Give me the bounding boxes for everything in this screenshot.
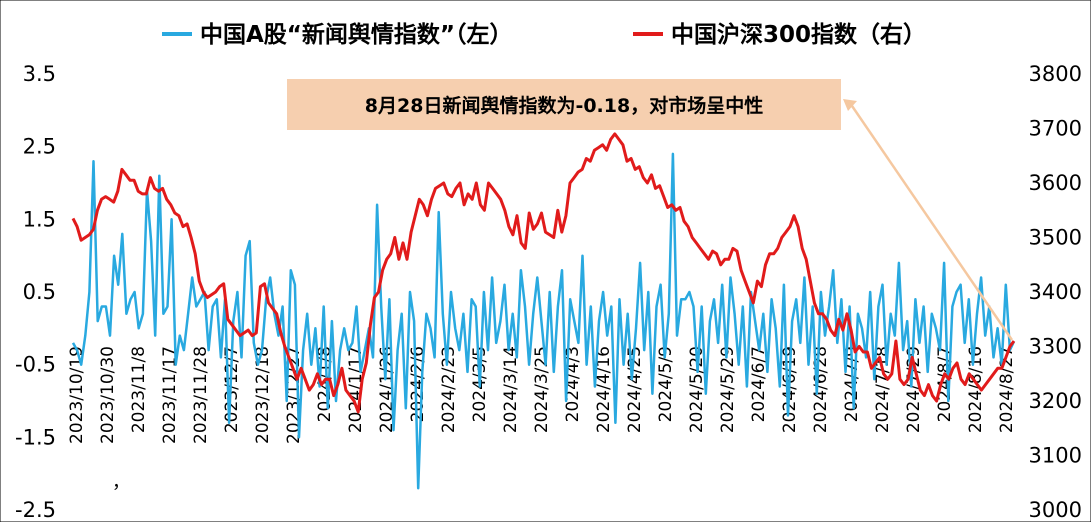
left-tick-label: 2.5: [23, 135, 56, 159]
stray-comma: ，: [112, 472, 130, 493]
left-tick-label: -1.5: [15, 425, 56, 449]
x-tick-label: 2024/3/25: [532, 346, 552, 433]
x-tick-label: 2023/11/17: [160, 346, 180, 444]
annotation-box: [287, 79, 841, 130]
x-tick-label: 2023/11/8: [129, 346, 149, 433]
series-line-csi300: [71, 132, 1016, 414]
x-tick-label: 2023/10/19: [67, 346, 87, 444]
x-tick-label: 2024/7/18: [873, 346, 893, 433]
right-tick-label: 3300: [1029, 335, 1082, 359]
series-line-sentiment: [71, 152, 1016, 490]
right-tick-label: 3600: [1029, 171, 1082, 195]
right-axis-ticks: 3800 3700 3600 3500 3400 3300 3200 3100 3000: [1029, 62, 1082, 522]
x-tick-label: 2024/3/14: [501, 346, 521, 433]
x-tick-label: 2024/2/6: [408, 346, 428, 422]
x-tick-label: 2023/10/30: [98, 346, 118, 444]
legend: 中国A股“新闻舆情指数”（左） 中国沪深300指数（右）: [162, 21, 926, 48]
annotation-arrow-head: [843, 99, 857, 111]
x-tick-label: 2024/5/9: [656, 346, 676, 422]
left-axis-ticks: 3.5 2.5 1.5 0.5 -0.5 -1.5 -2.5: [15, 62, 56, 522]
left-tick-label: -0.5: [15, 353, 56, 377]
plot-lines: [71, 132, 1016, 490]
right-tick-label: 3100: [1029, 444, 1082, 468]
right-tick-label: 3000: [1029, 498, 1082, 522]
x-tick-label: 2024/8/7: [935, 346, 955, 422]
right-tick-label: 3700: [1029, 117, 1082, 141]
left-tick-label: 0.5: [23, 280, 56, 304]
x-tick-label: 2024/8/16: [966, 346, 986, 433]
x-tick-label: 2024/2/23: [439, 346, 459, 433]
x-tick-label: 2024/4/16: [594, 346, 614, 433]
right-tick-label: 3200: [1029, 389, 1082, 413]
x-axis-ticks: 2023/10/19 2023/10/30 2023/11/8 2023/11/17 2…: [67, 346, 1017, 444]
x-tick-label: 2024/4/25: [625, 346, 645, 433]
annotation-text: 8月28日新闻舆情指数为-0.18，对市场呈中性: [365, 94, 763, 117]
x-tick-label: 2024/5/29: [718, 346, 738, 433]
right-tick-label: 3500: [1029, 226, 1082, 250]
annotation-arrow-line: [848, 102, 1014, 341]
x-tick-label: 2023/12/18: [253, 346, 273, 444]
legend-label-csi300: 中国沪深300指数（右）: [671, 21, 926, 48]
annotation: 8月28日新闻舆情指数为-0.18，对市场呈中性: [287, 79, 1014, 341]
legend-label-sentiment: 中国A股“新闻舆情指数”（左）: [200, 21, 513, 48]
x-tick-label: 2024/5/20: [687, 346, 707, 433]
left-tick-label: 1.5: [23, 207, 56, 231]
x-tick-label: 2024/6/7: [749, 346, 769, 422]
left-tick-label: -2.5: [15, 498, 56, 522]
right-tick-label: 3400: [1029, 280, 1082, 304]
right-tick-label: 3800: [1029, 62, 1082, 86]
x-tick-label: 2023/11/28: [191, 346, 211, 444]
left-tick-label: 3.5: [23, 62, 56, 86]
